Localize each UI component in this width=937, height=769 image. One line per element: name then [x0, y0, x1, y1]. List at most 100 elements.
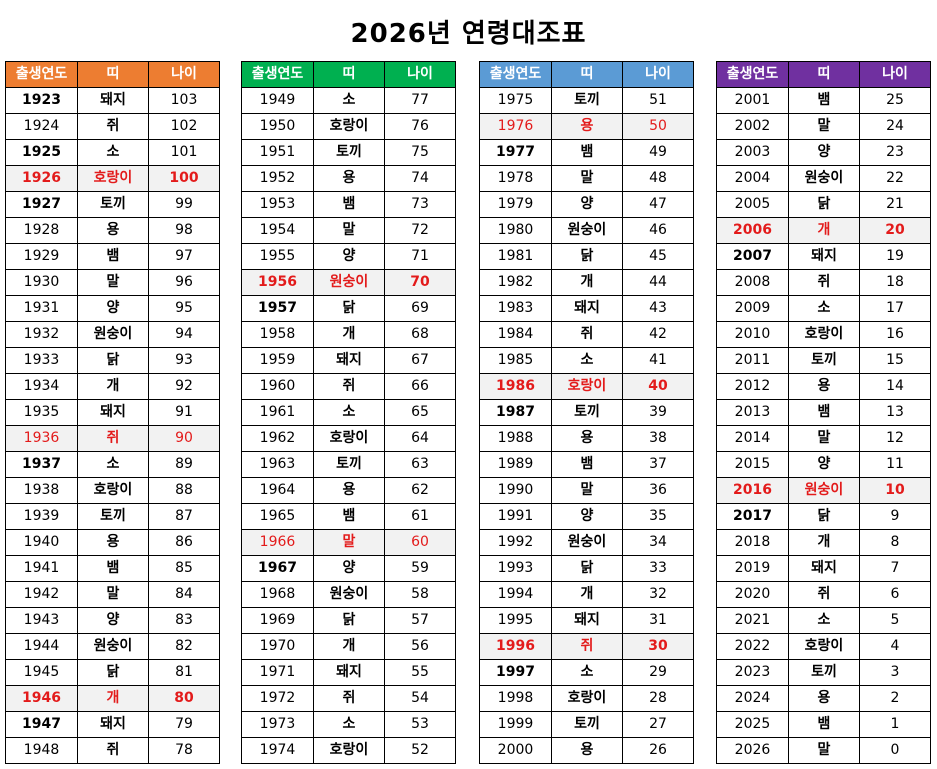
- birth-year-cell: 1962: [241, 425, 314, 452]
- table-row: 1983 돼지 43: [479, 295, 694, 322]
- birth-year-cell: 1923: [5, 87, 78, 114]
- table-row: 2003 양 23: [716, 139, 931, 166]
- table-row: 2019 돼지 7: [716, 555, 931, 582]
- age-cell: 70: [384, 269, 456, 296]
- table-row: 1936 쥐 90: [5, 425, 220, 452]
- table-row: 1937 소 89: [5, 451, 220, 478]
- age-cell: 61: [384, 503, 456, 530]
- zodiac-cell: 토끼: [788, 659, 860, 686]
- birth-year-cell: 2005: [716, 191, 789, 218]
- table-row: 1978 말 48: [479, 165, 694, 192]
- age-cell: 25: [859, 87, 931, 114]
- table-row: 1984 쥐 42: [479, 321, 694, 348]
- table-row: 1927 토끼 99: [5, 191, 220, 218]
- age-cell: 5: [859, 607, 931, 634]
- age-table-1: 출생연도 띠 나이 1923 돼지 103 1924 쥐 102 1925 소 101 1926 호랑이 1…: [5, 61, 220, 764]
- zodiac-cell: 소: [788, 607, 860, 634]
- zodiac-cell: 쥐: [551, 321, 623, 348]
- age-cell: 24: [859, 113, 931, 140]
- zodiac-cell: 개: [788, 529, 860, 556]
- zodiac-cell: 말: [77, 269, 149, 296]
- age-cell: 14: [859, 373, 931, 400]
- zodiac-cell: 돼지: [77, 711, 149, 738]
- zodiac-cell: 말: [313, 217, 385, 244]
- header-zodiac: 띠: [313, 61, 385, 88]
- table-row: 1974 호랑이 52: [241, 737, 456, 764]
- birth-year-cell: 1997: [479, 659, 552, 686]
- age-cell: 82: [148, 633, 220, 660]
- birth-year-cell: 2020: [716, 581, 789, 608]
- header-year: 출생연도: [479, 61, 552, 88]
- age-cell: 29: [622, 659, 694, 686]
- table-row: 1933 닭 93: [5, 347, 220, 374]
- table-row: 1923 돼지 103: [5, 87, 220, 114]
- zodiac-cell: 원숭이: [551, 217, 623, 244]
- birth-year-cell: 1979: [479, 191, 552, 218]
- table-row: 1968 원숭이 58: [241, 581, 456, 608]
- zodiac-cell: 돼지: [788, 555, 860, 582]
- zodiac-cell: 소: [788, 295, 860, 322]
- birth-year-cell: 1981: [479, 243, 552, 270]
- table-row: 1938 호랑이 88: [5, 477, 220, 504]
- birth-year-cell: 1940: [5, 529, 78, 556]
- zodiac-cell: 돼지: [77, 87, 149, 114]
- header-zodiac: 띠: [551, 61, 623, 88]
- birth-year-cell: 1970: [241, 633, 314, 660]
- zodiac-cell: 말: [77, 581, 149, 608]
- age-cell: 93: [148, 347, 220, 374]
- table-row: 1959 돼지 67: [241, 347, 456, 374]
- table-row: 2025 뱀 1: [716, 711, 931, 738]
- age-cell: 85: [148, 555, 220, 582]
- birth-year-cell: 1936: [5, 425, 78, 452]
- age-cell: 53: [384, 711, 456, 738]
- zodiac-cell: 개: [313, 633, 385, 660]
- birth-year-cell: 1925: [5, 139, 78, 166]
- table-row: 1961 소 65: [241, 399, 456, 426]
- age-cell: 97: [148, 243, 220, 270]
- age-cell: 47: [622, 191, 694, 218]
- birth-year-cell: 2010: [716, 321, 789, 348]
- zodiac-cell: 닭: [551, 555, 623, 582]
- zodiac-cell: 개: [77, 373, 149, 400]
- age-cell: 36: [622, 477, 694, 504]
- birth-year-cell: 2003: [716, 139, 789, 166]
- zodiac-cell: 말: [551, 165, 623, 192]
- zodiac-cell: 닭: [551, 243, 623, 270]
- zodiac-cell: 호랑이: [551, 685, 623, 712]
- zodiac-cell: 쥐: [788, 269, 860, 296]
- birth-year-cell: 2001: [716, 87, 789, 114]
- table-row: 1985 소 41: [479, 347, 694, 374]
- table-row: 1952 용 74: [241, 165, 456, 192]
- table-header-row: 출생연도 띠 나이: [479, 61, 694, 88]
- zodiac-cell: 용: [551, 737, 623, 764]
- age-cell: 81: [148, 659, 220, 686]
- age-cell: 19: [859, 243, 931, 270]
- birth-year-cell: 1978: [479, 165, 552, 192]
- birth-year-cell: 1971: [241, 659, 314, 686]
- zodiac-cell: 말: [788, 425, 860, 452]
- zodiac-cell: 원숭이: [77, 633, 149, 660]
- age-cell: 100: [148, 165, 220, 192]
- age-cell: 27: [622, 711, 694, 738]
- age-cell: 101: [148, 139, 220, 166]
- table-row: 2007 돼지 19: [716, 243, 931, 270]
- header-year: 출생연도: [716, 61, 789, 88]
- birth-year-cell: 1991: [479, 503, 552, 530]
- table-row: 2002 말 24: [716, 113, 931, 140]
- zodiac-cell: 뱀: [313, 503, 385, 530]
- birth-year-cell: 1961: [241, 399, 314, 426]
- zodiac-cell: 돼지: [77, 399, 149, 426]
- table-row: 2024 용 2: [716, 685, 931, 712]
- birth-year-cell: 1966: [241, 529, 314, 556]
- birth-year-cell: 1994: [479, 581, 552, 608]
- table-row: 1996 쥐 30: [479, 633, 694, 660]
- birth-year-cell: 1986: [479, 373, 552, 400]
- birth-year-cell: 1924: [5, 113, 78, 140]
- table-row: 1971 돼지 55: [241, 659, 456, 686]
- table-row: 2011 토끼 15: [716, 347, 931, 374]
- page-title: 2026년 연령대조표: [350, 19, 587, 49]
- age-cell: 89: [148, 451, 220, 478]
- age-cell: 62: [384, 477, 456, 504]
- table-row: 1939 토끼 87: [5, 503, 220, 530]
- zodiac-cell: 개: [551, 269, 623, 296]
